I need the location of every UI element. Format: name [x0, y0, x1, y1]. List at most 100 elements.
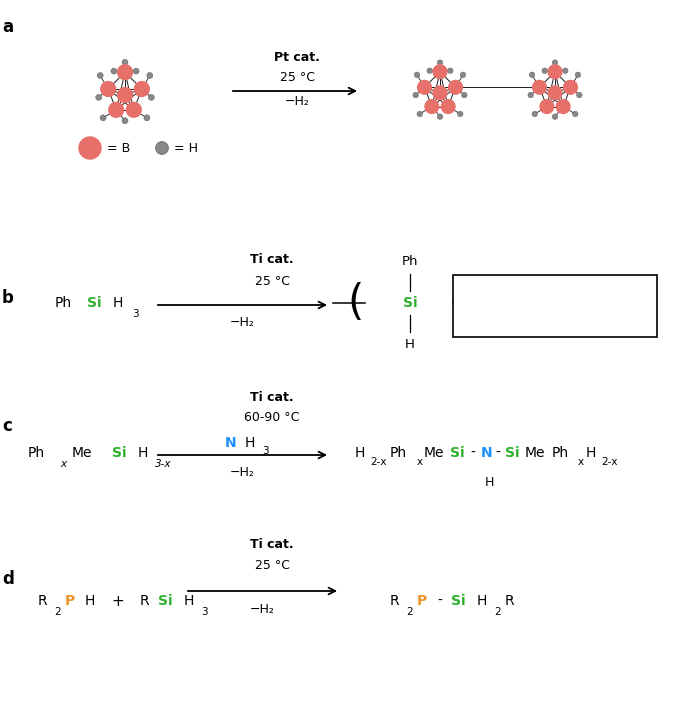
Circle shape: [528, 92, 534, 98]
Circle shape: [542, 68, 547, 73]
Text: 3-x: 3-x: [155, 459, 171, 469]
Text: R: R: [38, 594, 48, 608]
Text: -: -: [495, 446, 500, 460]
Text: P: P: [65, 594, 75, 608]
Text: Si: Si: [451, 446, 465, 460]
Circle shape: [111, 68, 117, 74]
Circle shape: [134, 81, 149, 96]
Text: -: -: [437, 594, 442, 608]
Circle shape: [122, 59, 128, 66]
Text: 2-x: 2-x: [371, 457, 387, 467]
Text: N: N: [480, 446, 492, 460]
Text: 2: 2: [494, 607, 501, 617]
Circle shape: [118, 88, 132, 103]
Circle shape: [96, 94, 101, 101]
Circle shape: [441, 100, 455, 113]
Text: (: (: [347, 282, 363, 324]
Text: Ph: Ph: [28, 446, 45, 460]
Text: Ph: Ph: [551, 446, 569, 460]
Text: 60-90 °C: 60-90 °C: [245, 411, 300, 424]
Circle shape: [533, 81, 547, 94]
Text: H: H: [405, 339, 415, 352]
Circle shape: [427, 68, 432, 73]
Text: x: x: [416, 457, 423, 467]
Text: a: a: [2, 18, 13, 36]
Text: = PtBr: = PtBr: [537, 287, 575, 299]
FancyBboxPatch shape: [453, 275, 657, 337]
Circle shape: [540, 100, 553, 113]
Text: P: P: [417, 594, 427, 608]
Circle shape: [109, 103, 123, 117]
Text: Si: Si: [112, 446, 127, 460]
Text: H: H: [586, 446, 596, 460]
Circle shape: [437, 60, 443, 66]
Circle shape: [562, 68, 568, 73]
Text: Si: Si: [87, 296, 101, 310]
Text: -: -: [471, 446, 475, 460]
Text: TiMe: TiMe: [585, 315, 612, 329]
Text: H: H: [138, 446, 149, 460]
Text: d: d: [2, 570, 14, 588]
Text: −H₂: −H₂: [229, 316, 254, 329]
Circle shape: [437, 114, 443, 120]
Text: Ti cat.: Ti cat.: [250, 391, 294, 404]
Text: +: +: [111, 593, 124, 608]
Circle shape: [458, 111, 463, 117]
Circle shape: [548, 65, 562, 78]
Text: = Cp: = Cp: [537, 315, 566, 329]
Circle shape: [548, 86, 562, 100]
Text: Ti catalyst: Ti catalyst: [463, 315, 532, 329]
Text: x: x: [578, 457, 584, 467]
Circle shape: [556, 100, 570, 113]
Text: 3: 3: [132, 309, 138, 319]
Text: 25 °C: 25 °C: [255, 559, 290, 572]
Text: 2: 2: [406, 607, 412, 617]
Text: Ph: Ph: [55, 296, 72, 310]
Text: 2: 2: [54, 607, 61, 617]
Text: Si: Si: [158, 594, 173, 608]
Text: H: H: [245, 436, 256, 450]
Circle shape: [413, 92, 419, 98]
Circle shape: [449, 81, 462, 94]
Text: = B: = B: [107, 141, 130, 155]
Text: 25 °C: 25 °C: [279, 71, 314, 84]
Text: 2: 2: [603, 295, 609, 305]
Text: Me: Me: [424, 446, 445, 460]
Text: n: n: [493, 314, 501, 327]
Text: H: H: [85, 594, 95, 608]
Circle shape: [122, 118, 128, 124]
Circle shape: [147, 73, 153, 78]
Circle shape: [530, 72, 535, 78]
Circle shape: [462, 92, 467, 98]
Text: H: H: [113, 296, 123, 310]
Text: H: H: [355, 446, 365, 460]
Text: −H₂: −H₂: [229, 466, 254, 479]
Text: Me: Me: [525, 446, 545, 460]
Text: 2-x: 2-x: [601, 457, 617, 467]
Circle shape: [460, 72, 466, 78]
Text: Ph: Ph: [390, 446, 407, 460]
Circle shape: [433, 65, 447, 78]
Text: H: H: [484, 476, 494, 490]
Circle shape: [127, 103, 141, 117]
Text: 25 °C: 25 °C: [255, 275, 290, 288]
Text: H: H: [477, 594, 487, 608]
Circle shape: [425, 100, 438, 113]
Circle shape: [577, 92, 582, 98]
Circle shape: [101, 81, 116, 96]
Circle shape: [100, 115, 106, 120]
Circle shape: [573, 111, 578, 117]
Circle shape: [97, 73, 103, 78]
Text: Ti cat.: Ti cat.: [250, 253, 294, 266]
Text: Pt catalyst: Pt catalyst: [463, 287, 534, 299]
Text: 2: 2: [639, 324, 645, 334]
Text: Si: Si: [505, 446, 520, 460]
Text: H: H: [184, 594, 195, 608]
Circle shape: [447, 68, 453, 73]
Circle shape: [417, 111, 423, 117]
Text: R: R: [390, 594, 399, 608]
Text: −H₂: −H₂: [249, 603, 275, 616]
Text: R: R: [505, 594, 514, 608]
Text: 3: 3: [262, 446, 269, 456]
Circle shape: [564, 81, 577, 94]
